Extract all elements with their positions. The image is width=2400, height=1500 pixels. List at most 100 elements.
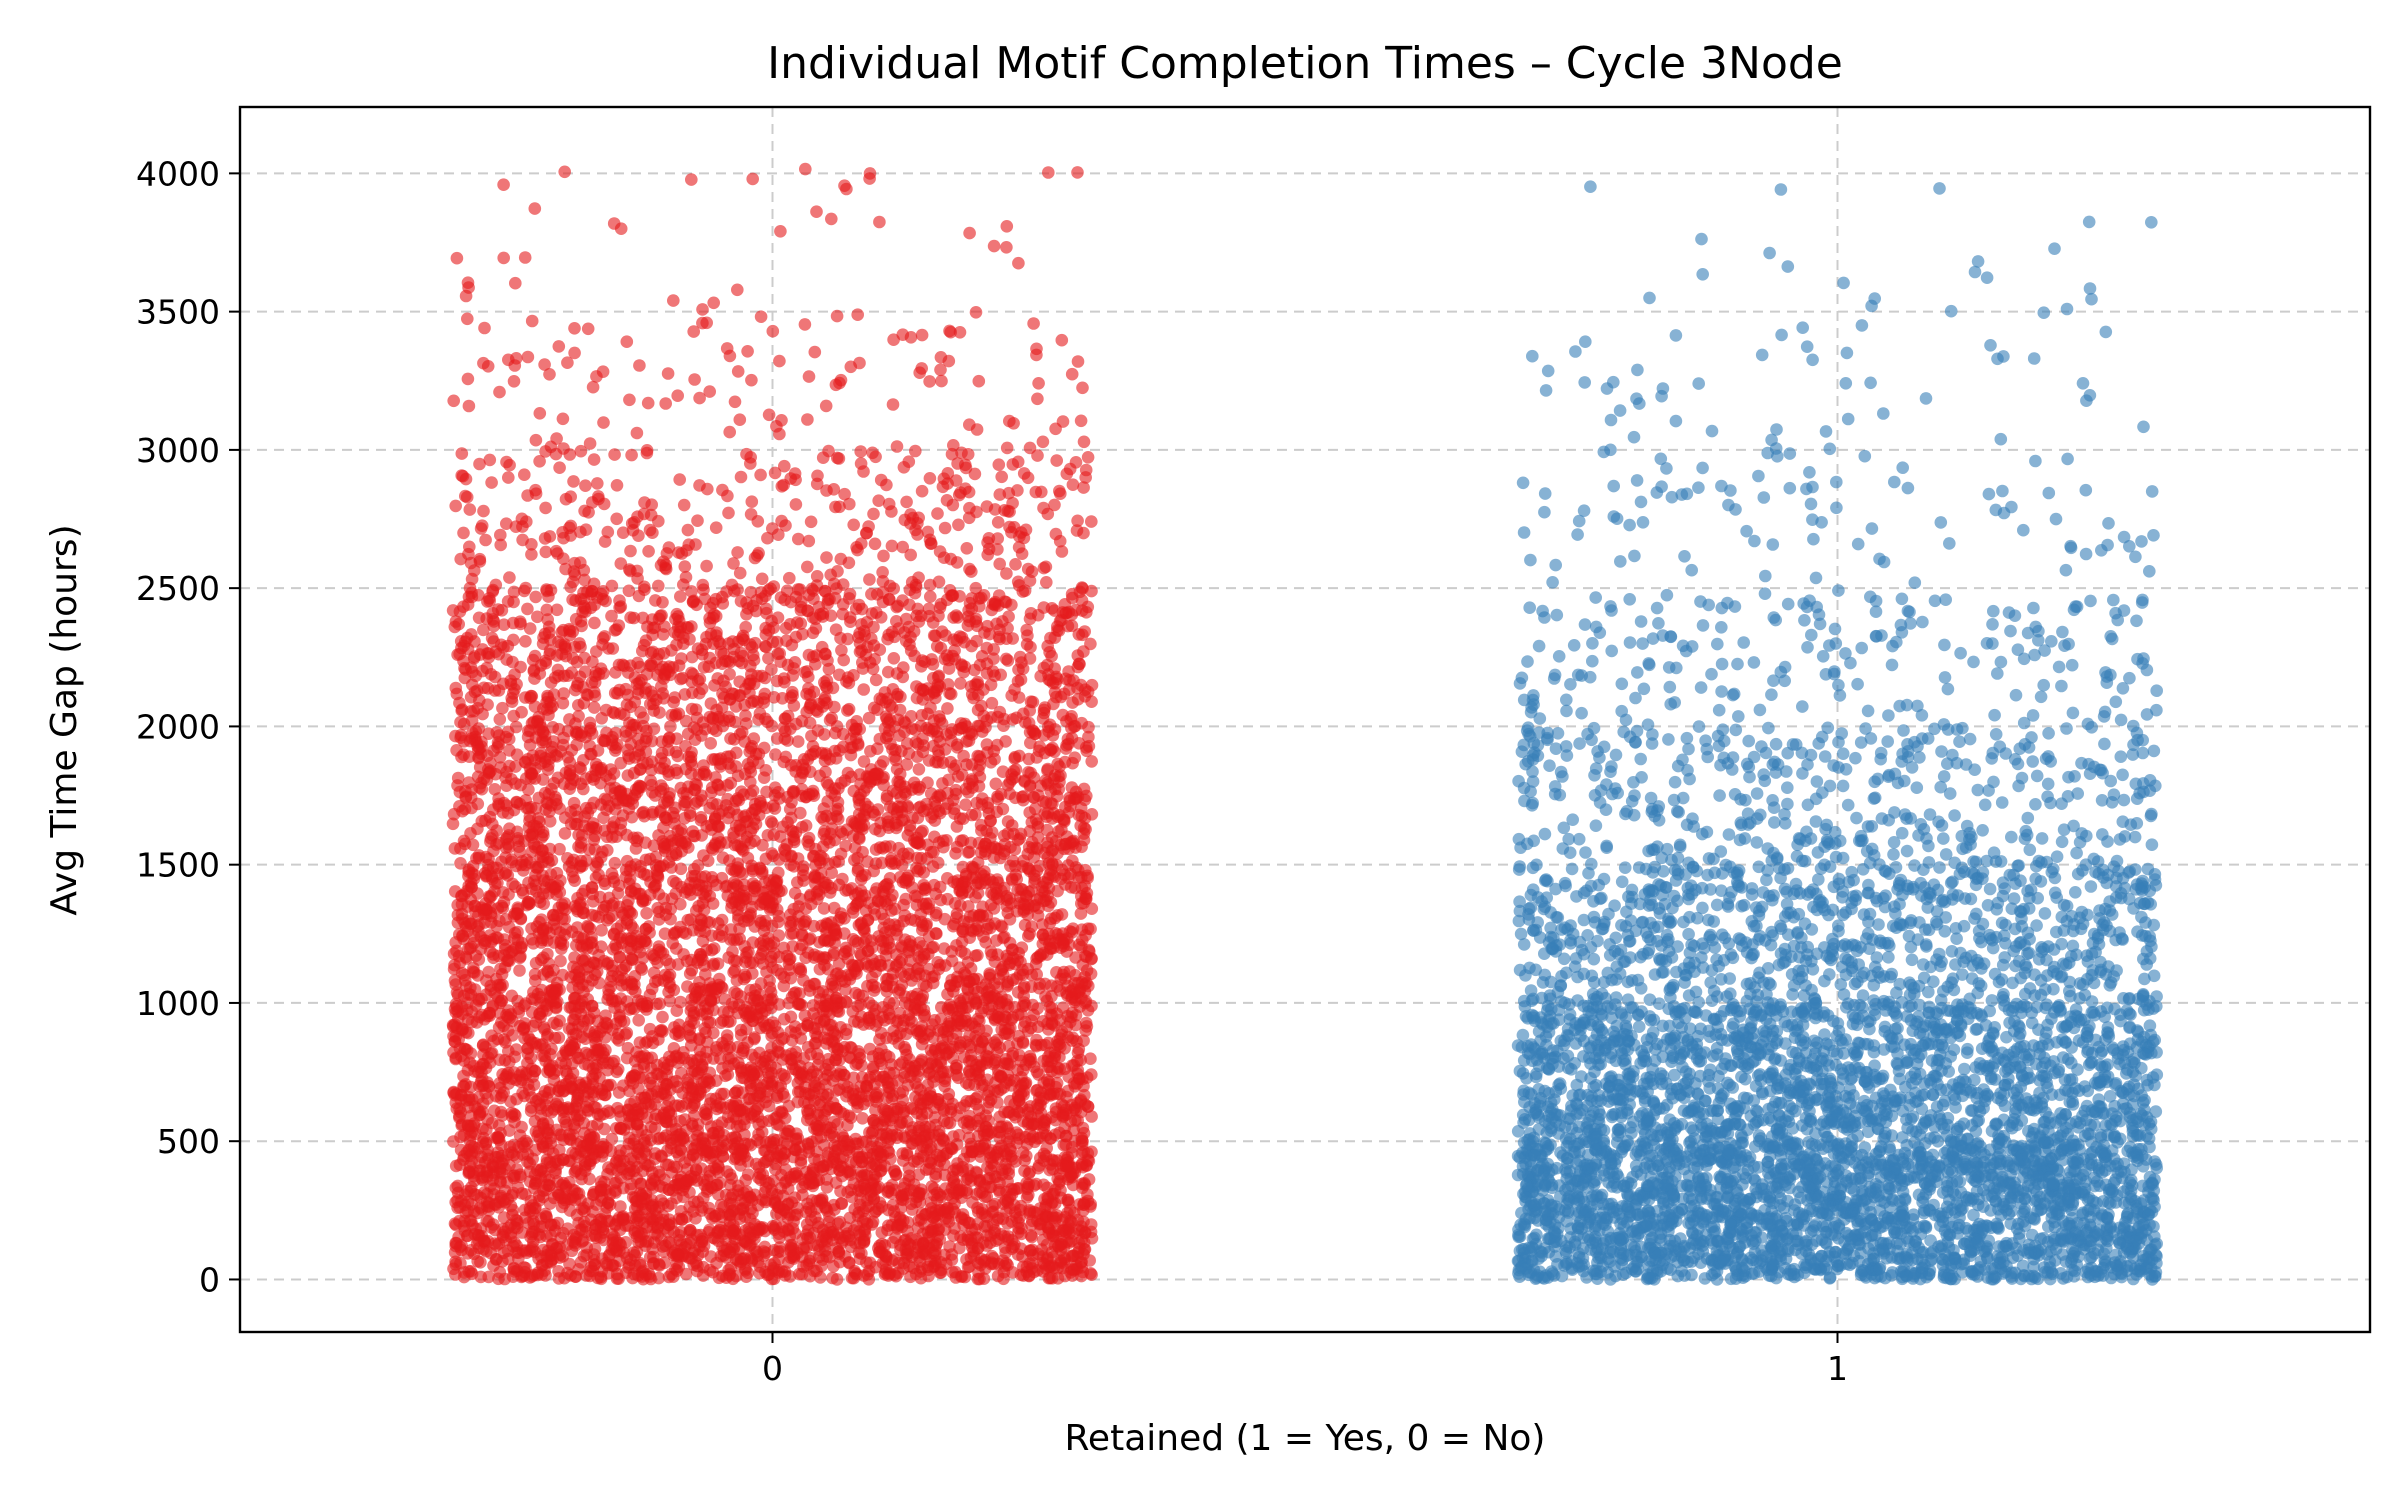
data-point xyxy=(849,1132,862,1146)
data-point xyxy=(740,1270,753,1283)
data-point xyxy=(637,1272,650,1286)
data-point xyxy=(665,1197,678,1210)
data-point xyxy=(896,1056,909,1069)
data-point xyxy=(752,1118,765,1131)
data-point xyxy=(481,1076,494,1089)
data-point xyxy=(678,1241,692,1254)
data-point xyxy=(556,1250,570,1263)
data-point xyxy=(969,1097,983,1111)
data-point xyxy=(1005,1242,1018,1255)
data-point xyxy=(765,1272,779,1286)
data-point xyxy=(1081,1100,1095,1113)
data-point xyxy=(636,1164,650,1178)
data-point xyxy=(904,1183,917,1197)
points-layer xyxy=(446,162,2164,1286)
data-point xyxy=(778,1265,792,1278)
data-point xyxy=(513,1168,527,1181)
data-point xyxy=(882,1269,895,1282)
data-point xyxy=(929,1042,942,1056)
data-point xyxy=(651,1221,664,1235)
data-point xyxy=(626,1271,639,1285)
data-point xyxy=(620,1051,634,1065)
data-point xyxy=(716,1062,729,1075)
data-point xyxy=(757,1249,770,1262)
data-point xyxy=(1058,1062,1072,1076)
data-point xyxy=(942,1206,955,1220)
data-point xyxy=(495,1016,508,1029)
data-point xyxy=(846,1087,860,1101)
data-point xyxy=(645,1071,658,1085)
data-point xyxy=(942,1087,956,1101)
data-point xyxy=(962,1078,976,1092)
data-point xyxy=(519,1188,532,1201)
data-point xyxy=(894,1243,907,1257)
data-point xyxy=(639,1187,653,1200)
data-point xyxy=(1074,907,1088,920)
data-point xyxy=(800,1070,813,1084)
data-point xyxy=(1049,1128,1062,1141)
data-point xyxy=(656,1025,669,1038)
data-point xyxy=(992,1152,1005,1165)
data-point xyxy=(488,1237,502,1250)
data-point xyxy=(1040,1141,1053,1155)
data-point xyxy=(1003,1094,1017,1108)
data-point xyxy=(453,1102,466,1115)
data-point xyxy=(798,915,811,929)
data-point xyxy=(924,1143,937,1156)
data-point xyxy=(625,1071,639,1084)
data-point xyxy=(863,1042,877,1056)
data-point xyxy=(513,1069,527,1082)
data-point xyxy=(533,1220,547,1233)
data-point xyxy=(618,1212,631,1226)
data-point xyxy=(793,1085,807,1098)
data-point xyxy=(1001,1230,1015,1243)
data-point xyxy=(658,1056,671,1070)
data-point xyxy=(994,1070,1007,1083)
data-point xyxy=(598,1122,611,1136)
data-point xyxy=(679,1267,693,1281)
data-point xyxy=(468,868,482,882)
data-point xyxy=(704,1120,718,1133)
data-point xyxy=(652,1200,666,1214)
data-point xyxy=(555,1191,568,1205)
data-point xyxy=(1064,1266,1077,1279)
data-point xyxy=(751,1222,764,1236)
data-point xyxy=(590,1058,603,1072)
data-point xyxy=(601,1104,615,1118)
data-point xyxy=(942,1004,955,1017)
data-point xyxy=(650,1085,664,1098)
data-point xyxy=(823,1100,836,1113)
data-point xyxy=(1024,1052,1038,1066)
data-point xyxy=(882,1146,896,1159)
data-point xyxy=(842,1256,856,1269)
data-point xyxy=(927,1225,940,1238)
data-point xyxy=(859,1201,873,1215)
data-point xyxy=(542,1086,555,1099)
data-point xyxy=(485,1116,499,1130)
data-point xyxy=(981,1073,994,1087)
data-point xyxy=(876,1070,890,1083)
data-point xyxy=(588,1242,602,1256)
data-point xyxy=(744,1107,758,1121)
data-point xyxy=(964,1233,978,1246)
data-point xyxy=(1022,1106,1035,1119)
data-point xyxy=(1020,1149,1033,1163)
data-point xyxy=(541,1065,554,1079)
data-point xyxy=(600,1017,614,1030)
data-point xyxy=(943,1240,956,1253)
data-point xyxy=(578,1204,591,1218)
data-point xyxy=(477,1131,491,1145)
data-point xyxy=(548,1031,562,1045)
data-point xyxy=(846,906,860,919)
data-point xyxy=(964,1041,978,1054)
data-point xyxy=(890,1029,903,1043)
data-point xyxy=(755,867,769,880)
data-point xyxy=(484,1047,498,1060)
data-point xyxy=(471,1255,485,1268)
data-point xyxy=(699,1026,712,1039)
data-point xyxy=(674,1174,687,1187)
data-point xyxy=(871,1015,884,1028)
data-point xyxy=(595,1265,608,1278)
data-point xyxy=(732,1207,746,1221)
data-point xyxy=(699,968,712,981)
